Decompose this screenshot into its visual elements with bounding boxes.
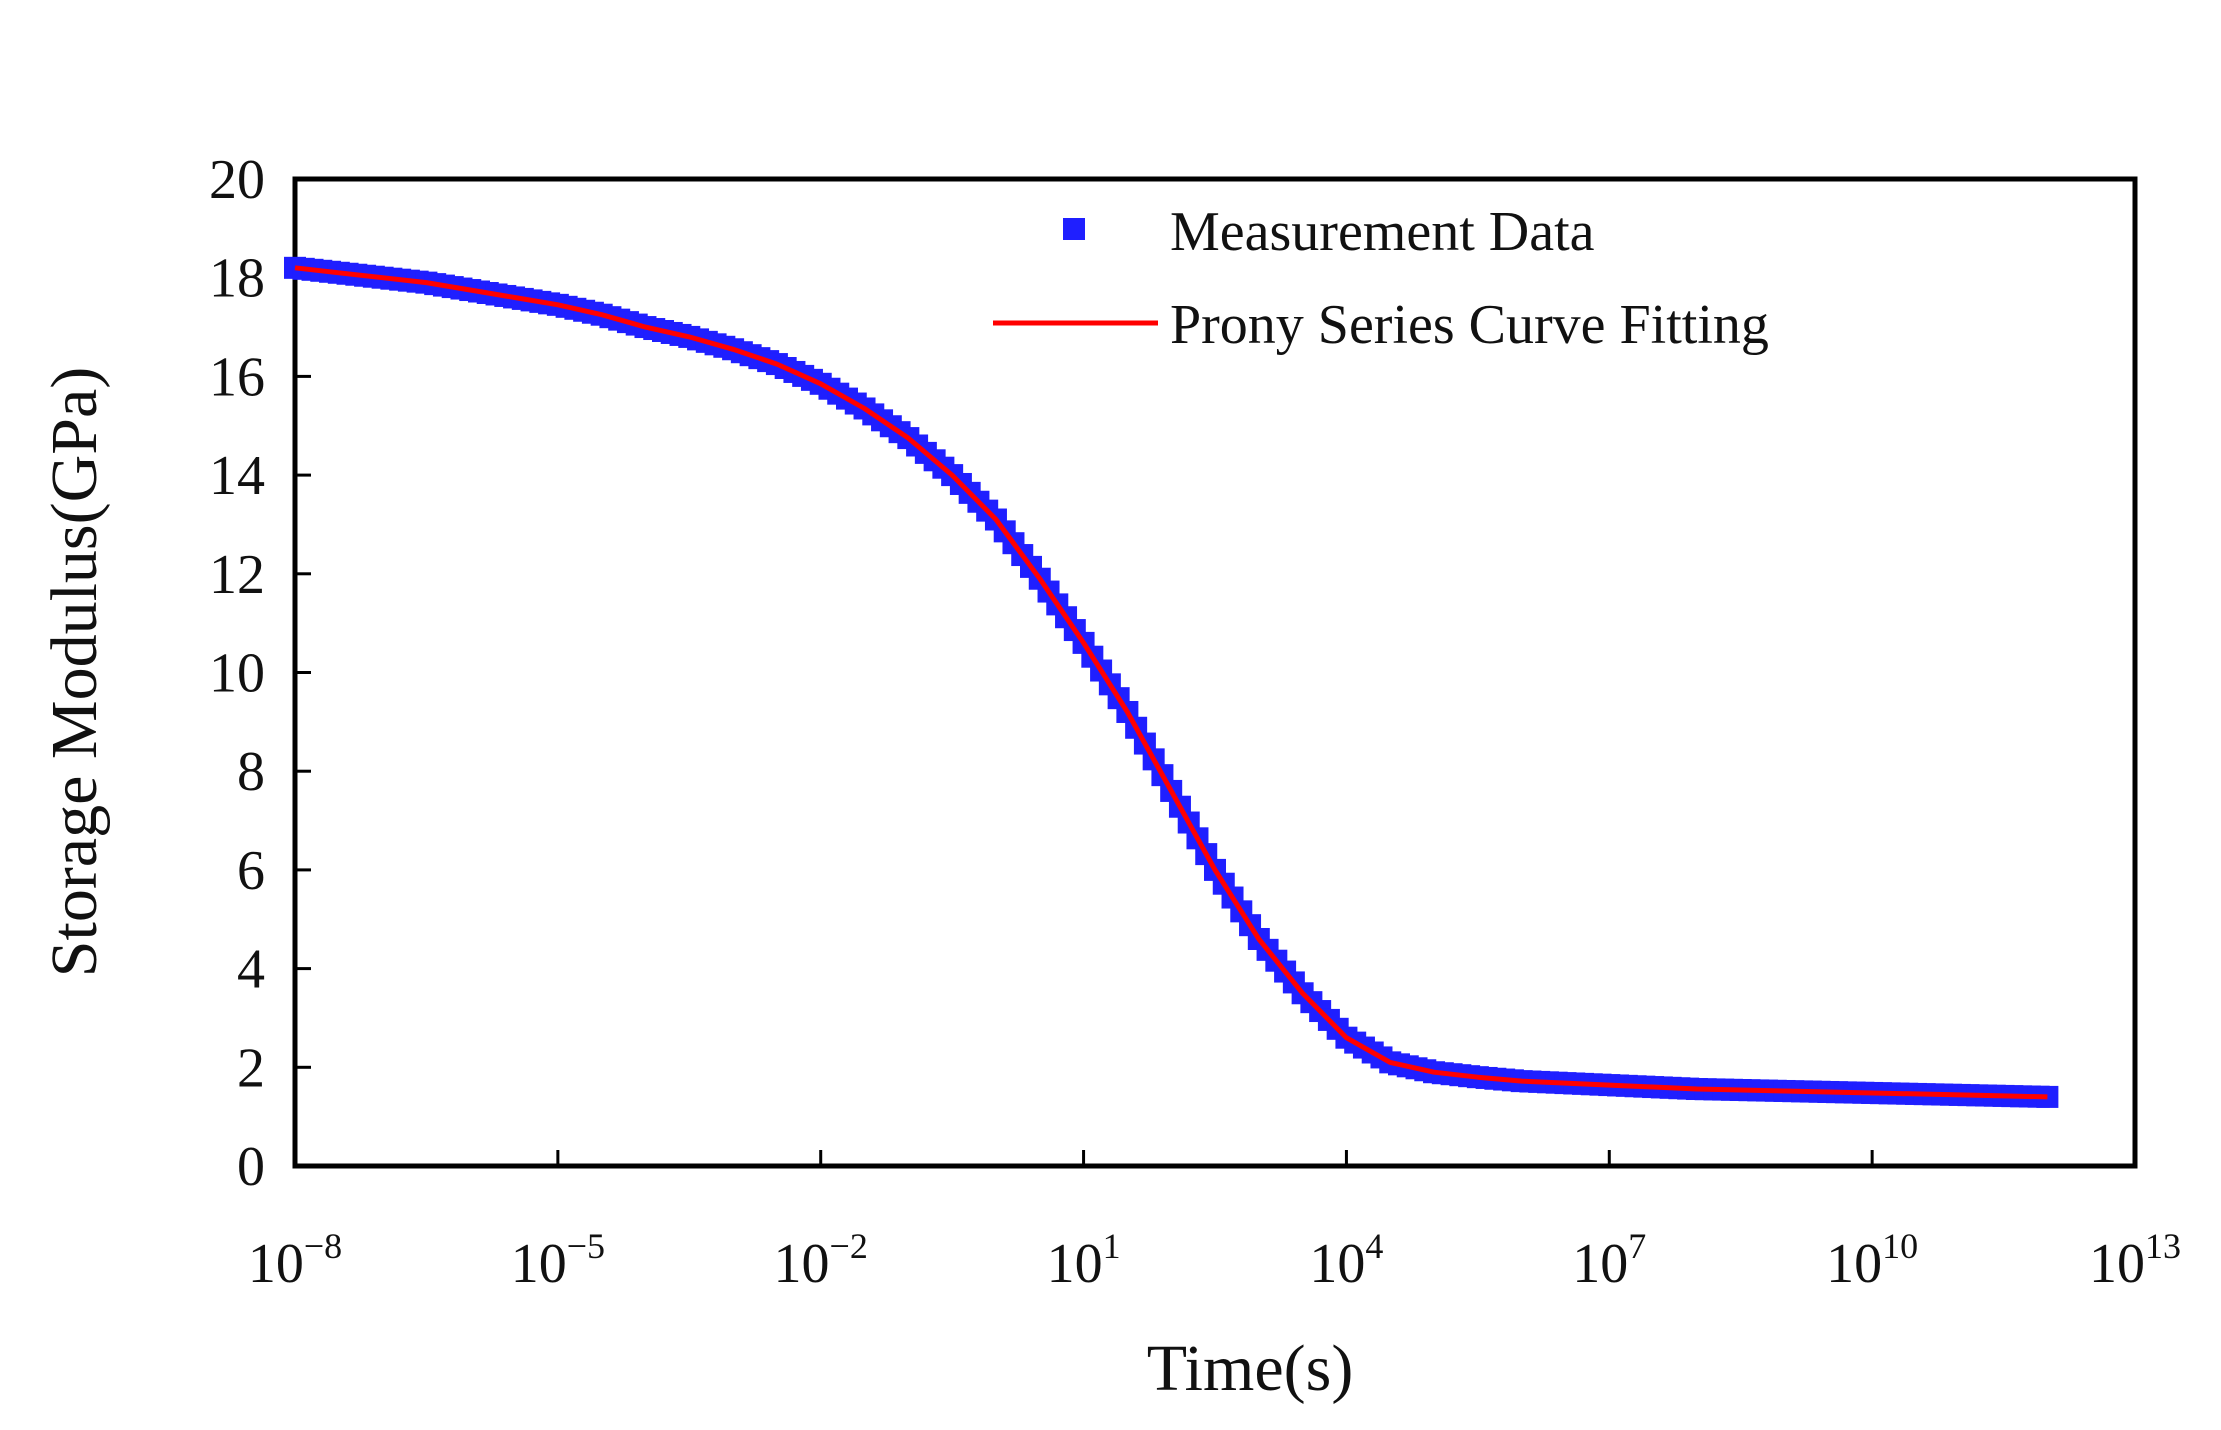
legend-marker-measurement bbox=[1063, 218, 1085, 240]
x-tick-exponent: 7 bbox=[1628, 1226, 1646, 1266]
x-tick-label: 1013 bbox=[2089, 1226, 2181, 1295]
y-axis-title: Storage Modulus(GPa) bbox=[38, 367, 111, 977]
x-tick-base: 10 bbox=[1047, 1233, 1103, 1295]
legend-label-measurement: Measurement Data bbox=[1170, 201, 1595, 263]
x-tick-label: 107 bbox=[1572, 1226, 1646, 1295]
x-tick-base: 10 bbox=[1572, 1233, 1628, 1295]
y-tick-label: 20 bbox=[209, 149, 265, 211]
x-tick-label: 10−8 bbox=[248, 1226, 342, 1295]
plot-area bbox=[284, 256, 2059, 1108]
y-tick-label: 14 bbox=[209, 445, 265, 507]
x-tick-exponent: −5 bbox=[567, 1226, 605, 1266]
legend-label-prony: Prony Series Curve Fitting bbox=[1170, 294, 1769, 356]
x-tick-base: 10 bbox=[511, 1233, 567, 1295]
legend: Measurement Data Prony Series Curve Fitt… bbox=[993, 201, 1769, 356]
y-tick-label: 4 bbox=[237, 939, 265, 1001]
prony-fit-line bbox=[294, 265, 2048, 1100]
y-axis: 0 2 4 6 8 10 12 14 16 18 20 bbox=[209, 149, 311, 1198]
x-tick-label: 10−2 bbox=[774, 1226, 868, 1295]
x-tick-base: 10 bbox=[1309, 1233, 1365, 1295]
x-tick-exponent: 4 bbox=[1365, 1226, 1383, 1266]
x-tick-label: 1010 bbox=[1826, 1226, 1918, 1295]
x-tick-base: 10 bbox=[1826, 1233, 1882, 1295]
x-tick-label: 10−5 bbox=[511, 1226, 605, 1295]
y-tick-label: 0 bbox=[237, 1136, 265, 1198]
x-axis: 10−8 10−5 10−2 101 104 107 1010 1013 bbox=[248, 1150, 2181, 1295]
x-tick-base: 10 bbox=[774, 1233, 830, 1295]
y-tick-label: 18 bbox=[209, 248, 265, 310]
x-tick-exponent: 13 bbox=[2145, 1226, 2181, 1266]
y-tick-label: 8 bbox=[237, 741, 265, 803]
y-tick-label: 6 bbox=[237, 840, 265, 902]
x-tick-base: 10 bbox=[248, 1233, 304, 1295]
x-axis-title: Time(s) bbox=[1147, 1332, 1354, 1405]
x-tick-base: 10 bbox=[2089, 1233, 2145, 1295]
x-tick-exponent: 10 bbox=[1882, 1226, 1918, 1266]
y-tick-label: 10 bbox=[209, 643, 265, 705]
x-tick-label: 101 bbox=[1047, 1226, 1121, 1295]
x-tick-exponent: −2 bbox=[830, 1226, 868, 1266]
x-tick-exponent: 1 bbox=[1103, 1226, 1121, 1266]
y-tick-label: 12 bbox=[209, 544, 265, 606]
y-tick-label: 16 bbox=[209, 346, 265, 408]
plot-frame bbox=[292, 176, 2138, 1169]
y-tick-label: 2 bbox=[237, 1037, 265, 1099]
x-tick-exponent: −8 bbox=[304, 1226, 342, 1266]
x-tick-label: 104 bbox=[1309, 1226, 1383, 1295]
